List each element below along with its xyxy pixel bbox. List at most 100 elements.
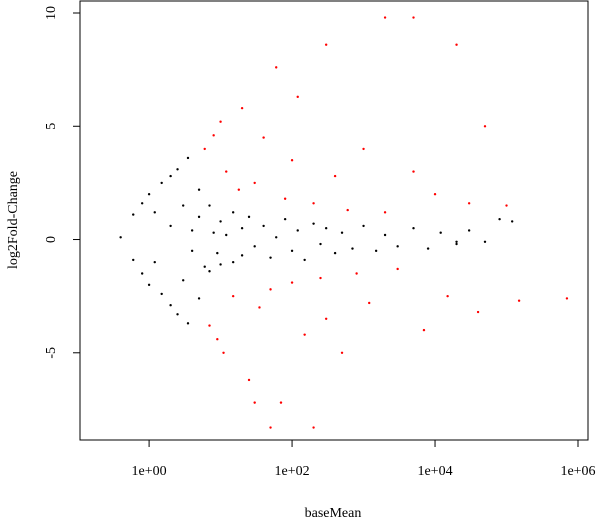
point [483,125,487,128]
point [446,294,449,298]
point [197,297,201,300]
y-tick-label: -5 [44,347,59,359]
point [275,66,278,69]
plot-frame [79,0,589,441]
point [426,247,430,250]
point [247,378,251,382]
point [182,204,185,207]
point [219,263,222,266]
point [132,258,135,262]
point [240,106,244,110]
point [216,337,219,341]
point [212,231,215,234]
point [208,204,211,207]
point [517,299,521,302]
y-axis-label: log2Fold-Change [6,171,21,269]
point [186,322,190,325]
point [208,270,211,273]
point [190,249,194,253]
point [279,401,283,404]
point [169,304,172,307]
point [176,313,179,316]
point [396,267,399,271]
point [476,310,480,314]
point [190,229,194,232]
point [203,265,206,268]
point [275,236,278,239]
point [237,188,241,191]
point [383,233,387,237]
point [312,202,315,205]
point [319,276,322,280]
point [333,251,337,255]
point [412,16,415,19]
point [140,272,144,275]
point [269,288,272,291]
point [269,256,272,259]
point [219,220,222,223]
point [467,229,471,232]
point [290,281,294,284]
point [362,147,365,151]
point [231,211,235,214]
point [467,202,471,205]
point [203,147,206,151]
point [176,168,179,171]
point [262,136,265,139]
point [340,231,344,234]
point [312,222,315,225]
y-tick-label: 10 [44,6,59,20]
point [225,233,228,237]
point [565,297,569,300]
point [355,272,358,275]
point [182,279,185,282]
x-tick-label: 1e+00 [132,464,167,479]
point [231,294,235,298]
point [346,208,349,212]
point [222,351,225,354]
point [153,211,156,214]
point [283,197,287,200]
point [362,224,365,228]
point [119,236,122,239]
point [290,159,294,162]
point [422,328,426,332]
point [140,202,144,205]
point [312,426,315,429]
point [147,283,151,287]
point [455,240,458,243]
y-tick-label: 0 [44,236,59,243]
point [253,245,256,248]
point [412,170,415,173]
point [368,301,371,305]
x-axis-label: baseMean [305,506,362,521]
point [240,254,244,257]
point [319,242,322,246]
point [383,16,387,19]
point [247,215,251,219]
point [132,213,135,216]
point [439,231,442,234]
point [333,174,337,178]
point [208,324,211,327]
point [498,217,501,221]
x-tick-label: 1e+04 [417,464,452,479]
point [186,156,190,160]
point [296,229,299,232]
point [324,317,328,321]
point [258,306,261,309]
point [169,224,172,228]
point [324,227,328,230]
point [374,249,378,253]
point [253,181,256,185]
point [290,249,294,253]
point [351,247,354,250]
point [212,134,215,137]
point [455,242,458,246]
point [160,181,163,185]
point [296,95,299,99]
point [216,251,219,255]
point [383,211,387,214]
point [340,351,344,354]
point [169,174,172,178]
